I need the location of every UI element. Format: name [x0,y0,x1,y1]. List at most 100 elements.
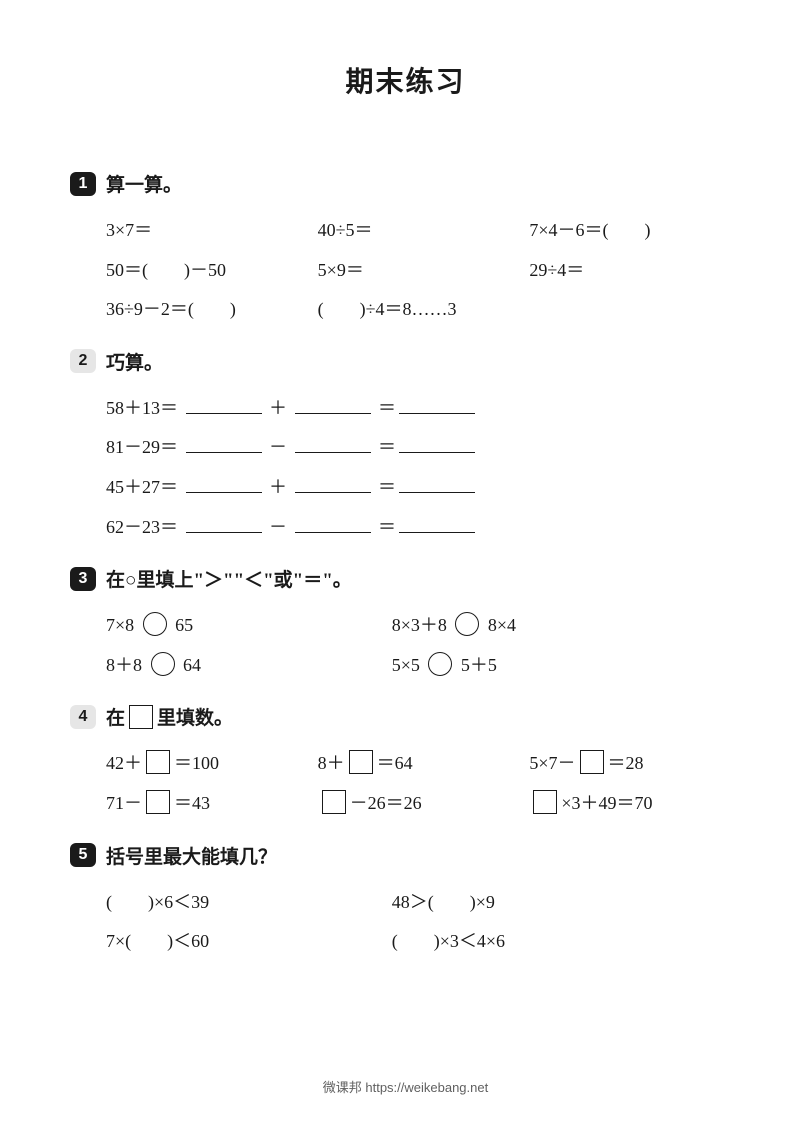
pre: 5×7－ [529,753,575,773]
blank [186,394,262,414]
circle-icon [143,612,167,636]
section-1: 1 算一算。 3×7＝ 40÷5＝ 7×4－6＝( ) 50＝( )－50 5×… [70,170,741,330]
s2-line-1: 81－29＝ － ＝ [70,428,741,468]
section-2-title: 巧算。 [106,348,163,375]
s2-line-2: 45＋27＝ ＋ ＝ [70,468,741,508]
rb: 5×5 [392,655,420,675]
section-3-title: 在○里填上"＞""＜"或"＝"。 [106,565,352,592]
box-icon [146,790,170,814]
cell [529,290,741,330]
blank [186,513,262,533]
expr: 62－23＝ － ＝ [106,508,478,548]
expr: 58＋13＝ ＋ ＝ [106,389,478,429]
pre: 8＋ [318,753,345,773]
s4-row-0: 42＋＝100 8＋ ＝64 5×7－ ＝28 [70,744,741,784]
blank [295,433,371,453]
section-1-header: 1 算一算。 [70,170,741,197]
expr: 45＋27＝ ＋ ＝ [106,468,478,508]
la: 64 [183,655,201,675]
compare-right: 8×3＋8 8×4 [392,606,741,646]
badge-5: 5 [70,843,96,867]
lb: 7×8 [106,615,134,635]
t-before: 在 [106,708,125,729]
badge-4: 4 [70,705,96,729]
post: ＝64 [377,753,413,773]
badge-2: 2 [70,349,96,373]
blank [399,433,475,453]
section-3: 3 在○里填上"＞""＜"或"＝"。 7×8 65 8×3＋8 8×4 8＋8 … [70,565,741,685]
post: ＝100 [174,753,219,773]
lhs: 45＋27＝ [106,477,178,497]
s2-line-3: 62－23＝ － ＝ [70,508,741,548]
op: － [269,437,287,457]
op: ＋ [269,398,287,418]
op: ＋ [269,477,287,497]
cell: ( )×6＜39 [106,883,392,923]
cell: 29÷4＝ [529,251,741,291]
section-4-header: 4 在 里填数。 [70,703,741,730]
ra: 8×4 [488,615,516,635]
blank [186,433,262,453]
section-1-title: 算一算。 [106,170,182,197]
blank [399,473,475,493]
lhs: 58＋13＝ [106,398,178,418]
cell: 7×( )＜60 [106,922,392,962]
blank [399,513,475,533]
section-5-header: 5 括号里最大能填几？ [70,842,741,869]
cell: 36÷9－2＝( ) [106,290,318,330]
box-icon [580,750,604,774]
box-icon [146,750,170,774]
cell: ( )×3＜4×6 [392,922,741,962]
compare-right: 5×5 5＋5 [392,646,741,686]
ra: 5＋5 [461,655,497,675]
post: ＝28 [608,753,644,773]
badge-1: 1 [70,172,96,196]
s2-line-0: 58＋13＝ ＋ ＝ [70,389,741,429]
post: ×3＋49＝70 [561,793,652,813]
compare-left: 8＋8 64 [106,646,392,686]
box-icon [533,790,557,814]
circle-icon [428,652,452,676]
expr: 81－29＝ － ＝ [106,428,478,468]
page-footer: 微课邦 https://weikebang.net [0,1077,811,1096]
worksheet-page: 期末练习 1 算一算。 3×7＝ 40÷5＝ 7×4－6＝( ) 50＝( )－… [0,0,811,1122]
blank [399,394,475,414]
cell: 71－＝43 [106,784,318,824]
s1-row-0: 3×7＝ 40÷5＝ 7×4－6＝( ) [70,211,741,251]
circle-icon [455,612,479,636]
s3-row-0: 7×8 65 8×3＋8 8×4 [70,606,741,646]
section-5: 5 括号里最大能填几？ ( )×6＜39 48＞( )×9 7×( )＜60 (… [70,842,741,962]
post: －26＝26 [350,793,422,813]
badge-3: 3 [70,567,96,591]
cell: ( )÷4＝8……3 [318,290,530,330]
cell: 50＝( )－50 [106,251,318,291]
la: 65 [175,615,193,635]
cell: 42＋＝100 [106,744,318,784]
cell: －26＝26 [318,784,530,824]
box-icon [322,790,346,814]
cell: 3×7＝ [106,211,318,251]
page-title: 期末练习 [70,60,741,100]
cell: 40÷5＝ [318,211,530,251]
section-2: 2 巧算。 58＋13＝ ＋ ＝ 81－29＝ － ＝ 45＋27＝ [70,348,741,547]
blank [295,394,371,414]
section-4-title: 在 里填数。 [106,703,233,730]
cell: 7×4－6＝( ) [529,211,741,251]
cell: 48＞( )×9 [392,883,741,923]
box-icon [349,750,373,774]
t-after: 里填数。 [157,708,233,729]
cell: ×3＋49＝70 [529,784,741,824]
lhs: 62－23＝ [106,517,178,537]
section-4: 4 在 里填数。 42＋＝100 8＋ ＝64 5×7－ ＝28 71－＝43 －26… [70,703,741,823]
cell: 5×9＝ [318,251,530,291]
s1-row-1: 50＝( )－50 5×9＝ 29÷4＝ [70,251,741,291]
s3-row-1: 8＋8 64 5×5 5＋5 [70,646,741,686]
lhs: 81－29＝ [106,437,178,457]
cell: 5×7－ ＝28 [529,744,741,784]
s4-row-1: 71－＝43 －26＝26 ×3＋49＝70 [70,784,741,824]
section-5-title: 括号里最大能填几？ [106,842,277,869]
circle-icon [151,652,175,676]
post: ＝43 [174,793,210,813]
op: － [269,517,287,537]
blank [295,513,371,533]
